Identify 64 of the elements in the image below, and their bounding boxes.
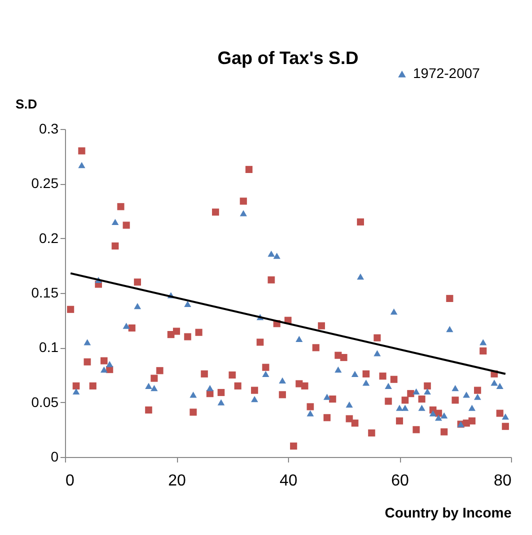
point — [262, 370, 270, 377]
point — [273, 252, 280, 259]
point — [462, 392, 470, 398]
point — [396, 404, 404, 411]
point — [502, 413, 509, 420]
y-tick-label: 0.2 — [39, 230, 59, 246]
point — [496, 382, 504, 389]
point — [78, 162, 86, 168]
point — [306, 410, 314, 416]
point — [268, 250, 275, 257]
point — [296, 336, 303, 342]
x-tick-label: 80 — [494, 472, 512, 490]
point — [468, 404, 476, 411]
point — [106, 361, 114, 368]
y-tick-label: 0.15 — [31, 284, 59, 300]
y-tick-label: 0.3 — [39, 120, 59, 136]
point — [434, 414, 442, 421]
point — [424, 388, 431, 394]
point — [418, 404, 426, 411]
point — [190, 392, 197, 398]
x-tick-label: 60 — [391, 472, 409, 490]
point — [150, 385, 158, 392]
point — [240, 210, 247, 216]
point — [390, 308, 398, 315]
point — [145, 382, 152, 389]
point — [323, 394, 331, 400]
x-tick-label: 20 — [168, 472, 186, 490]
point — [346, 401, 353, 408]
point — [72, 388, 80, 394]
point — [474, 394, 482, 400]
point — [412, 388, 420, 394]
point — [278, 377, 286, 384]
point — [429, 410, 436, 416]
point — [490, 380, 498, 386]
point — [84, 339, 91, 346]
x-axis-title: Country by Income — [384, 504, 512, 520]
point — [334, 366, 342, 373]
x-tick-label: 0 — [66, 472, 74, 490]
point — [122, 322, 130, 329]
point — [251, 396, 258, 402]
point — [362, 380, 370, 386]
point — [374, 350, 381, 356]
point — [480, 339, 487, 346]
point — [206, 385, 214, 392]
point — [384, 382, 392, 389]
y-tick-label: 0.05 — [31, 394, 59, 410]
point — [351, 370, 358, 377]
legend-label: 1972-2007 — [413, 65, 480, 81]
point — [112, 218, 119, 225]
point — [356, 274, 364, 280]
y-tick-label: 0.25 — [31, 175, 59, 192]
point — [184, 300, 192, 307]
chart-title: Gap of Tax's S.D — [218, 48, 358, 68]
y-tick-label: 0 — [50, 448, 59, 464]
point — [100, 366, 108, 373]
y-axis-title: S.D — [16, 96, 38, 112]
point — [218, 399, 225, 406]
point — [440, 412, 448, 419]
x-tick-label: 40 — [280, 472, 298, 490]
y-tick-label: 0.1 — [39, 339, 59, 356]
point — [452, 385, 459, 392]
point — [446, 326, 454, 332]
point — [402, 404, 409, 411]
point — [134, 303, 142, 310]
